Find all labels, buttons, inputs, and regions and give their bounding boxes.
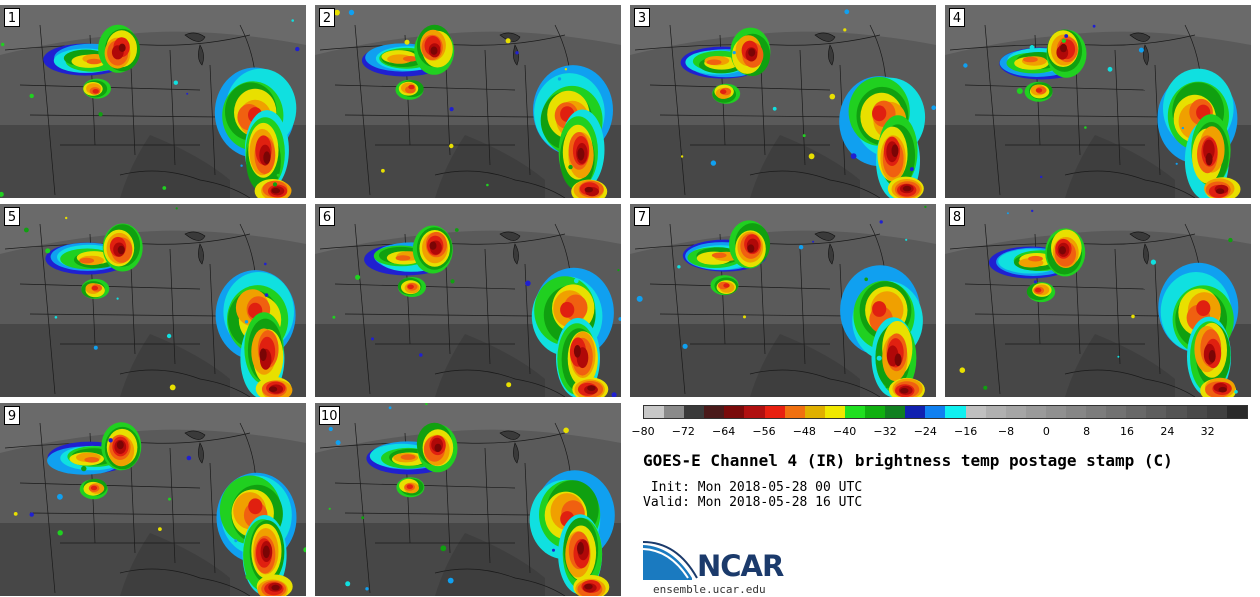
colorbar-tick-label: −48 bbox=[792, 425, 816, 438]
colorbar-segment bbox=[905, 406, 926, 418]
panel-number-label: 2 bbox=[319, 8, 335, 27]
colorbar-tick-label: −8 bbox=[997, 425, 1015, 438]
init-time: Init: Mon 2018-05-28 00 UTC bbox=[643, 480, 863, 495]
colorbar-segment bbox=[1126, 406, 1147, 418]
ir-panel-6: 6 bbox=[315, 204, 621, 397]
figure-title: GOES-E Channel 4 (IR) brightness temp po… bbox=[643, 451, 1173, 470]
colorbar-tick-label: −72 bbox=[671, 425, 695, 438]
colorbar-tick-label: −32 bbox=[873, 425, 897, 438]
colorbar-segment bbox=[684, 406, 705, 418]
colorbar-segment bbox=[664, 406, 685, 418]
colorbar-tick-label: −80 bbox=[631, 425, 655, 438]
colorbar-segment bbox=[965, 406, 986, 418]
colorbar-segment bbox=[1086, 406, 1107, 418]
colorbar-segment bbox=[1106, 406, 1127, 418]
colorbar-segment bbox=[744, 406, 765, 418]
colorbar bbox=[643, 405, 1248, 419]
ir-panel-3: 3 bbox=[630, 5, 936, 198]
colorbar-segment bbox=[1065, 406, 1087, 418]
panel-number-label: 9 bbox=[4, 406, 20, 425]
colorbar-tick-label: 0 bbox=[1042, 425, 1050, 438]
colorbar-segment bbox=[844, 406, 866, 418]
ir-panel-7: 7 bbox=[630, 204, 936, 397]
ir-panel-10: 10 bbox=[315, 403, 621, 596]
colorbar-segment bbox=[885, 406, 906, 418]
panel-number-label: 1 bbox=[4, 8, 20, 27]
colorbar-segment bbox=[1146, 406, 1167, 418]
colorbar-tick-label: −64 bbox=[712, 425, 736, 438]
panel-number-label: 10 bbox=[319, 406, 340, 425]
ncar-wordmark: NCAR bbox=[697, 549, 784, 583]
panel-number-label: 7 bbox=[634, 207, 650, 226]
panel-number-label: 3 bbox=[634, 8, 650, 27]
colorbar-tick-label: −24 bbox=[913, 425, 937, 438]
colorbar-segment bbox=[824, 406, 845, 418]
colorbar-segment bbox=[925, 406, 946, 418]
ir-panel-8: 8 bbox=[945, 204, 1251, 397]
colorbar-segment bbox=[764, 406, 785, 418]
colorbar-tick-label: 32 bbox=[1200, 425, 1215, 438]
colorbar-segment bbox=[1206, 406, 1227, 418]
panel-number-label: 5 bbox=[4, 207, 20, 226]
ir-panel-2: 2 bbox=[315, 5, 621, 198]
valid-time: Valid: Mon 2018-05-28 16 UTC bbox=[643, 495, 863, 510]
ir-panel-9: 9 bbox=[0, 403, 306, 596]
colorbar-segment bbox=[1166, 406, 1187, 418]
colorbar-tick-label: −16 bbox=[954, 425, 978, 438]
ir-panel-5: 5 bbox=[0, 204, 306, 397]
colorbar-segment bbox=[704, 406, 725, 418]
colorbar-segment bbox=[1005, 406, 1026, 418]
colorbar-tick-label: −40 bbox=[833, 425, 857, 438]
colorbar-segment bbox=[945, 406, 966, 418]
colorbar-tick-label: 24 bbox=[1160, 425, 1175, 438]
colorbar-segment bbox=[784, 406, 805, 418]
colorbar-segment bbox=[1045, 406, 1066, 418]
colorbar-segment bbox=[985, 406, 1006, 418]
colorbar-segment bbox=[724, 406, 745, 418]
panel-number-label: 8 bbox=[949, 207, 965, 226]
colorbar-segment bbox=[804, 406, 825, 418]
ir-panel-1: 1 bbox=[0, 5, 306, 198]
colorbar-tick-label: 8 bbox=[1083, 425, 1091, 438]
panel-number-label: 6 bbox=[319, 207, 335, 226]
colorbar-segment bbox=[1186, 406, 1207, 418]
colorbar-segment bbox=[1226, 406, 1247, 418]
panel-number-label: 4 bbox=[949, 8, 965, 27]
ncar-logo-icon bbox=[642, 541, 698, 580]
colorbar-segment bbox=[644, 406, 665, 418]
colorbar-tick-label: −56 bbox=[752, 425, 776, 438]
ir-panel-4: 4 bbox=[945, 5, 1251, 198]
colorbar-segment bbox=[865, 406, 886, 418]
colorbar-tick-label: 16 bbox=[1120, 425, 1134, 438]
colorbar-segment bbox=[1025, 406, 1046, 418]
ensemble-url: ensemble.ucar.edu bbox=[653, 583, 766, 596]
